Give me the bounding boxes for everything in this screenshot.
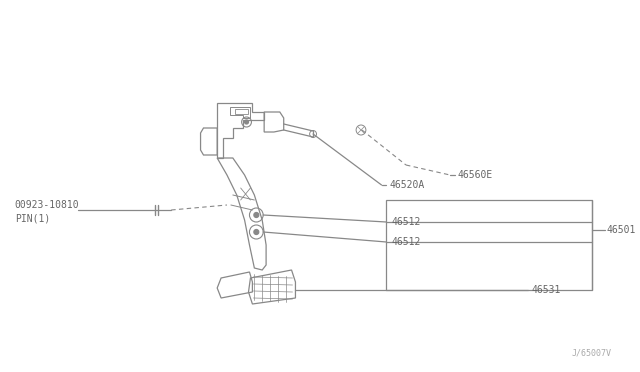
Text: 46531: 46531 [531,285,561,295]
Text: 46512: 46512 [391,217,420,227]
Circle shape [254,230,259,234]
Circle shape [244,120,248,124]
Text: J/65007V: J/65007V [572,349,611,358]
Text: 46512: 46512 [391,237,420,247]
Bar [387,200,592,290]
Text: 46501: 46501 [607,225,636,235]
Text: PIN(1): PIN(1) [15,213,50,223]
Text: 00923-10810: 00923-10810 [15,200,79,210]
Text: 46520A: 46520A [389,180,424,190]
Text: 46560E: 46560E [458,170,493,180]
Circle shape [254,212,259,218]
